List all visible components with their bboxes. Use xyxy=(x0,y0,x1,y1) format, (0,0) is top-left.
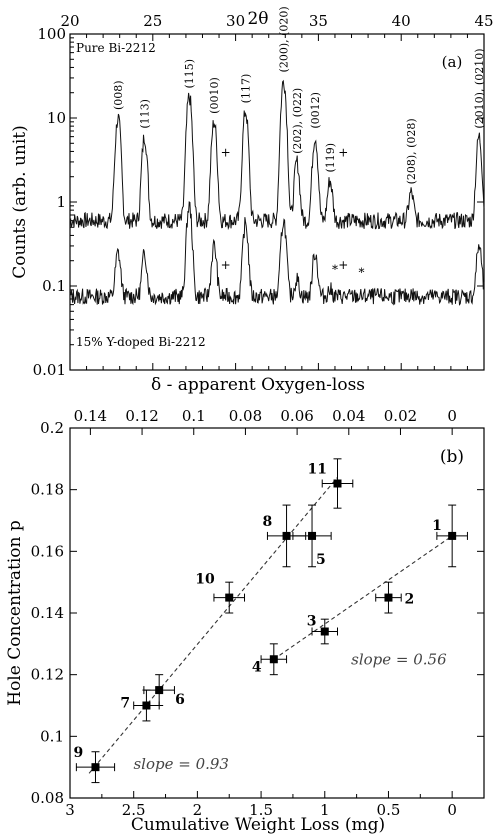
point-label: 6 xyxy=(175,692,185,708)
panel-a-frame xyxy=(69,33,485,371)
panel-a-label: (a) xyxy=(442,53,463,71)
peak-label: (115) xyxy=(183,59,196,89)
top-axis-label-delta: δ - apparent Oxygen-loss xyxy=(151,375,365,395)
a-top-tick-label: 45 xyxy=(474,12,493,30)
b-top-tick-label: 0 xyxy=(447,407,457,425)
a-y-tick-label: 1 xyxy=(56,193,66,211)
fit-line xyxy=(88,476,338,774)
y-axis-label-counts: Counts (arb. unit) xyxy=(10,125,30,278)
impurity-marker: + xyxy=(221,258,231,272)
data-point xyxy=(225,593,234,602)
b-top-tick-label: 0.14 xyxy=(74,407,107,425)
b-y-tick-label: 0.16 xyxy=(31,542,64,560)
b-top-tick-label: 0.1 xyxy=(182,407,206,425)
b-y-tick-label: 0.12 xyxy=(31,666,64,684)
b-x-tick-label: 1.5 xyxy=(249,801,273,819)
point-label: 11 xyxy=(308,462,327,478)
point-label: 1 xyxy=(432,518,442,534)
a-top-tick-label: 30 xyxy=(226,12,245,30)
data-point xyxy=(269,655,278,664)
annotation-y-doped: 15% Y-doped Bi-2212 xyxy=(76,335,206,349)
point-label: 9 xyxy=(73,745,83,761)
point-label: 8 xyxy=(263,514,273,530)
b-y-tick-label: 0.18 xyxy=(31,481,64,499)
data-point xyxy=(320,627,329,636)
impurity-marker: + xyxy=(338,145,348,159)
a-y-tick-label: 100 xyxy=(37,25,66,43)
b-x-tick-label: 0 xyxy=(447,801,457,819)
b-x-tick-label: 3 xyxy=(65,801,75,819)
y-axis-label-hole: Hole Concentration p xyxy=(5,520,25,706)
top-axis-label-2theta: 2θ xyxy=(247,9,268,29)
fit-label-0.93: slope = 0.93 xyxy=(133,755,229,773)
impurity-marker: * xyxy=(332,263,338,277)
b-y-tick-label: 0.14 xyxy=(31,604,64,622)
point-label: 3 xyxy=(307,614,317,630)
peak-label: (200), (020) xyxy=(278,6,291,72)
a-top-tick-label: 25 xyxy=(143,12,162,30)
peak-label: (208), (028) xyxy=(405,118,418,184)
data-point xyxy=(333,479,342,488)
b-x-tick-label: 2 xyxy=(193,801,203,819)
a-top-tick-label: 20 xyxy=(60,12,79,30)
b-x-tick-label: 0.5 xyxy=(377,801,401,819)
impurity-marker: * xyxy=(358,265,364,279)
peak-label: (0010) xyxy=(208,77,221,114)
impurity-marker: + xyxy=(338,258,348,272)
series-pure-trace xyxy=(69,79,485,231)
point-label: 5 xyxy=(316,552,326,568)
data-point xyxy=(308,531,317,540)
b-y-tick-label: 0.08 xyxy=(31,789,64,807)
peak-label: (113) xyxy=(139,99,152,129)
point-label: 7 xyxy=(120,696,130,712)
b-top-tick-label: 0.12 xyxy=(125,407,158,425)
data-point xyxy=(384,593,393,602)
series-y-doped-trace xyxy=(69,201,485,306)
data-point xyxy=(91,763,100,772)
a-top-tick-label: 40 xyxy=(392,12,411,30)
data-point xyxy=(282,531,291,540)
b-y-tick-label: 0.2 xyxy=(40,419,64,437)
point-label: 2 xyxy=(404,592,414,608)
a-top-tick-label: 35 xyxy=(309,12,328,30)
fit-label-0.56: slope = 0.56 xyxy=(351,650,447,668)
peak-label: (119) xyxy=(324,143,337,173)
b-y-tick-label: 0.1 xyxy=(40,727,64,745)
panel-b: δ - apparent Oxygen-loss Hole Concentrat… xyxy=(5,375,485,835)
peak-label: (2010), (0210) xyxy=(473,48,486,128)
panel-a: 2θ Counts (arb. unit) (a) Pure Bi-2212 1… xyxy=(10,6,494,379)
x-axis-label-weight: Cumulative Weight Loss (mg) xyxy=(131,815,385,835)
b-top-tick-label: 0.06 xyxy=(280,407,313,425)
impurity-marker: + xyxy=(221,145,231,159)
b-top-tick-label: 0.08 xyxy=(229,407,262,425)
b-top-tick-label: 0.02 xyxy=(384,407,417,425)
data-point xyxy=(448,531,457,540)
peak-label: (0012) xyxy=(309,92,322,129)
b-x-tick-label: 2.5 xyxy=(122,801,146,819)
data-point xyxy=(142,701,151,710)
a-y-tick-label: 10 xyxy=(47,109,66,127)
annotation-pure: Pure Bi-2212 xyxy=(76,41,156,55)
peak-label: (008) xyxy=(112,80,125,110)
peak-label: (202), (022) xyxy=(291,88,304,154)
data-point xyxy=(155,686,164,695)
b-top-tick-label: 0.04 xyxy=(332,407,365,425)
panel-b-label: (b) xyxy=(440,447,464,467)
point-label: 10 xyxy=(195,572,215,588)
peak-label: (117) xyxy=(240,74,253,104)
panel-b-frame xyxy=(69,427,485,799)
point-label: 4 xyxy=(252,659,262,675)
b-x-tick-label: 1 xyxy=(320,801,330,819)
a-y-tick-label: 0.1 xyxy=(42,277,66,295)
fit-line xyxy=(273,535,453,660)
a-y-tick-label: 0.01 xyxy=(33,361,66,379)
